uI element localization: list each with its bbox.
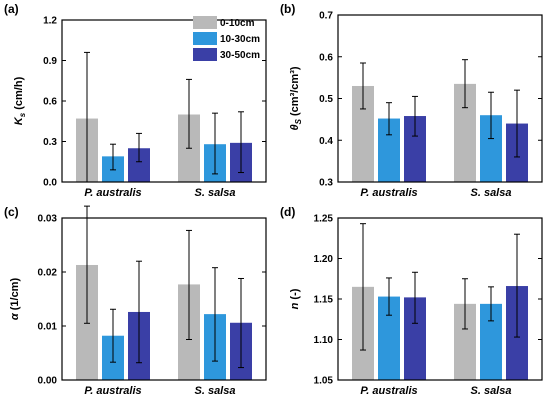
y-tick-label: 0.7: [319, 11, 333, 22]
y-tick-label: 0.6: [319, 52, 333, 63]
y-axis-unit: (1/cm): [9, 278, 21, 314]
x-tick-label: P. australis: [84, 385, 141, 397]
y-axis-label: θS (cm³/cm³): [289, 66, 303, 130]
y-axis-symbol: θ: [289, 124, 301, 130]
plot-frame: [337, 217, 543, 381]
bar: [454, 83, 476, 182]
y-axis-label: Ks (cm/h): [13, 76, 27, 125]
y-tick-label: 0.03: [38, 214, 58, 225]
plot-frame: [61, 19, 267, 183]
y-tick-label: 1.2: [43, 16, 57, 27]
chart-panel-1: (a) Ks (cm/h) P. australis S. salsa 0.0 0.3 0.…: [4, 2, 267, 199]
y-tick-label: 0.9: [43, 56, 57, 67]
bar: [128, 148, 150, 182]
y-tick-label: 1.05: [314, 376, 334, 387]
bar: [480, 303, 502, 380]
panel-label: (a): [4, 2, 19, 16]
panel-label: (d): [280, 205, 295, 219]
plot-frame: [337, 14, 543, 183]
legend-swatch: [193, 32, 217, 45]
x-tick-label: P. australis: [360, 385, 417, 397]
x-tick-label: P. australis: [360, 187, 417, 199]
y-tick-label: 0.4: [319, 136, 333, 147]
y-tick-label: 0.0: [43, 178, 57, 189]
legend-label: 30-50cm: [220, 50, 260, 61]
x-tick-label: S. salsa: [195, 187, 236, 199]
x-tick-label: S. salsa: [471, 385, 512, 397]
y-axis-label: α (1/cm): [9, 278, 21, 321]
y-tick-label: 0.01: [38, 322, 58, 333]
bar: [404, 116, 426, 182]
x-tick-label: S. salsa: [471, 187, 512, 199]
legend: 0-10cm 10-30cm 30-50cm: [193, 16, 260, 61]
y-tick-label: 0.00: [38, 376, 58, 387]
y-axis-unit: (-): [289, 288, 301, 302]
bar: [352, 85, 374, 182]
chart-panel-3: (c) α (1/cm) P. australis S. salsa 0.00 0.01 0…: [4, 205, 267, 397]
y-tick-label: 1.15: [314, 295, 334, 306]
y-axis-subscript: s: [18, 112, 27, 117]
y-axis-symbol: n: [289, 302, 301, 309]
chart-panel-2: (b) θS (cm³/cm³) P. australis S. salsa 0.3 0.…: [280, 2, 543, 199]
y-axis-unit: (cm³/cm³): [289, 66, 301, 119]
panel-label: (c): [4, 205, 19, 219]
legend-swatch: [193, 48, 217, 61]
y-tick-label: 0.02: [38, 268, 58, 279]
y-tick-label: 1.20: [314, 254, 334, 265]
y-axis-symbol: K: [13, 116, 25, 125]
x-tick-label: P. australis: [84, 187, 141, 199]
y-axis-symbol: α: [9, 312, 21, 320]
y-tick-label: 1.25: [314, 214, 334, 225]
y-axis-label: n (-): [289, 288, 301, 309]
plot-frame: [61, 217, 267, 381]
x-tick-label: S. salsa: [195, 385, 236, 397]
bar: [378, 118, 400, 182]
y-tick-label: 0.3: [43, 137, 57, 148]
legend-label: 0-10cm: [220, 18, 255, 29]
bar: [454, 303, 476, 380]
legend-label: 10-30cm: [220, 34, 260, 45]
chart-panel-4: (d) n (-) P. australis S. salsa 1.05 1.10 1.15…: [280, 205, 543, 397]
bar: [378, 296, 400, 380]
panel-label: (b): [280, 2, 295, 16]
y-tick-label: 0.3: [319, 178, 333, 189]
y-tick-label: 0.6: [43, 97, 57, 108]
bar: [480, 115, 502, 182]
bar: [404, 297, 426, 380]
y-axis-subscript: S: [294, 118, 303, 124]
y-tick-label: 0.5: [319, 94, 333, 105]
legend-swatch: [193, 16, 217, 29]
y-tick-label: 1.10: [314, 335, 334, 346]
y-axis-unit: (cm/h): [13, 76, 25, 112]
